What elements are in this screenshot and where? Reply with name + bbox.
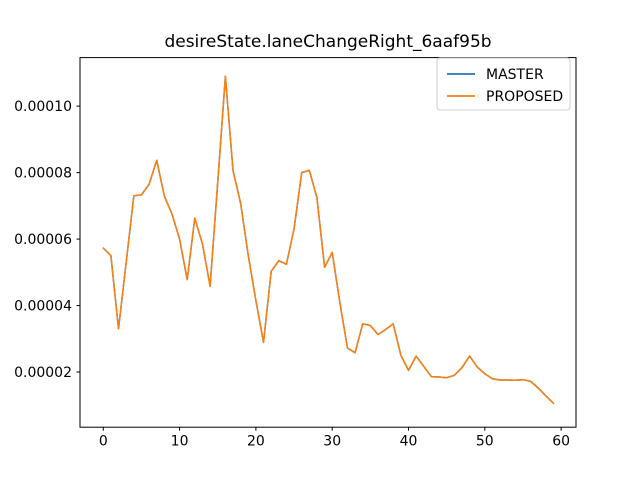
legend: MASTER PROPOSED	[436, 57, 571, 111]
y-axis: 0.00002 0.00004 0.00006 0.00008 0.00010	[14, 99, 80, 381]
legend-item-proposed: PROPOSED	[447, 89, 563, 105]
data-line-master	[102, 75, 555, 405]
y-tick-label: 0.00006	[14, 232, 72, 248]
x-axis: 0 10 20 30 40 50 60	[99, 427, 570, 450]
y-tick-label: 0.00002	[14, 365, 72, 381]
legend-box	[436, 57, 571, 111]
y-tick-label: 0.00004	[14, 299, 72, 315]
chart-title: desireState.laneChangeRight_6aaf95b	[164, 32, 491, 52]
y-tick-label: 0.00008	[14, 166, 72, 182]
plot-lines	[102, 75, 555, 405]
x-tick-label: 50	[476, 434, 494, 450]
plot-border	[79, 57, 577, 428]
legend-label-master: MASTER	[486, 67, 544, 83]
x-tick-label: 20	[247, 434, 265, 450]
data-line-proposed	[102, 75, 555, 405]
x-tick-label: 40	[400, 434, 418, 450]
x-tick-label: 60	[552, 434, 570, 450]
legend-item-master: MASTER	[447, 67, 544, 83]
y-tick-label: 0.00010	[14, 99, 72, 115]
x-tick-label: 10	[171, 434, 189, 450]
x-tick-label: 0	[99, 434, 108, 450]
legend-label-proposed: PROPOSED	[486, 89, 563, 105]
x-tick-label: 30	[323, 434, 341, 450]
